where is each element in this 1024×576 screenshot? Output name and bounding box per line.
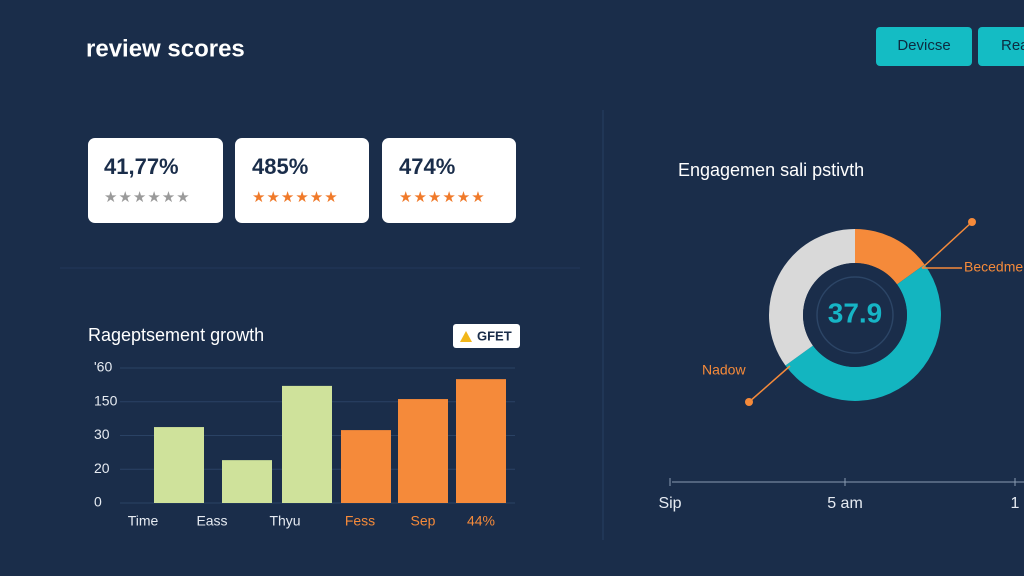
legend-label: Nadow	[702, 362, 746, 378]
bar	[282, 385, 332, 503]
x-axis-label: 5 am	[827, 495, 863, 512]
bar	[341, 430, 391, 503]
y-tick-label: 30	[94, 426, 110, 442]
donut-ring	[816, 276, 894, 354]
bar	[154, 427, 204, 503]
card-value: 474%	[399, 154, 455, 179]
button-bg[interactable]	[978, 27, 1024, 66]
card-value: 41,77%	[104, 154, 179, 179]
card-value: 485%	[252, 154, 308, 179]
stars: ★★★★★★	[399, 189, 486, 206]
x-tick-label: Thyu	[269, 513, 300, 529]
x-axis-label: Sip	[658, 495, 681, 512]
bar	[456, 379, 506, 503]
badge-label: GFET	[477, 328, 512, 343]
y-tick-label: '60	[94, 359, 112, 375]
donut-segment	[768, 229, 855, 366]
y-tick-label: 0	[94, 494, 102, 510]
y-tick-label: 20	[94, 460, 110, 476]
callout-line	[748, 365, 791, 403]
chart-title: Ragеptsement growth	[88, 325, 264, 345]
x-tick-label: Time	[128, 513, 159, 529]
callout-dot	[968, 218, 976, 226]
card: 41,77% ★★★★★★	[88, 138, 223, 223]
warning-icon	[460, 331, 472, 342]
callout-dot	[745, 398, 753, 406]
card: 474% ★★★★★★	[382, 138, 516, 223]
button-label[interactable]: Devicse	[897, 37, 950, 54]
card: 485% ★★★★★★	[235, 138, 369, 223]
card-bg	[88, 138, 223, 223]
bar	[398, 399, 448, 503]
x-tick-label: Eass	[196, 513, 227, 529]
stars: ★★★★★★	[104, 189, 191, 206]
x-tick-label: Fess	[345, 513, 375, 529]
legend-label: Becedme	[964, 259, 1023, 275]
button-bg[interactable]	[876, 27, 972, 66]
badge: GFET	[453, 324, 520, 348]
button-label[interactable]: Rea	[1001, 37, 1024, 54]
stars: ★★★★★★	[252, 189, 339, 206]
donut-segment	[855, 229, 925, 285]
x-tick-label: 44%	[467, 513, 495, 529]
card-bg	[382, 138, 516, 223]
callout-line	[921, 221, 973, 269]
donut-segment	[785, 264, 941, 401]
button[interactable]: Rea	[978, 27, 1024, 66]
donut-hole	[803, 263, 907, 367]
center-label: 37.9	[828, 297, 883, 328]
page-title: review scores	[86, 35, 245, 62]
card-bg	[235, 138, 369, 223]
bar	[222, 460, 272, 503]
x-axis-label: 1	[1011, 495, 1020, 512]
chart-title: Engagemen sali pstivth	[678, 160, 864, 180]
x-tick-label: Sep	[411, 513, 436, 529]
button[interactable]: Devicse	[876, 27, 972, 66]
y-tick-label: 150	[94, 392, 118, 408]
